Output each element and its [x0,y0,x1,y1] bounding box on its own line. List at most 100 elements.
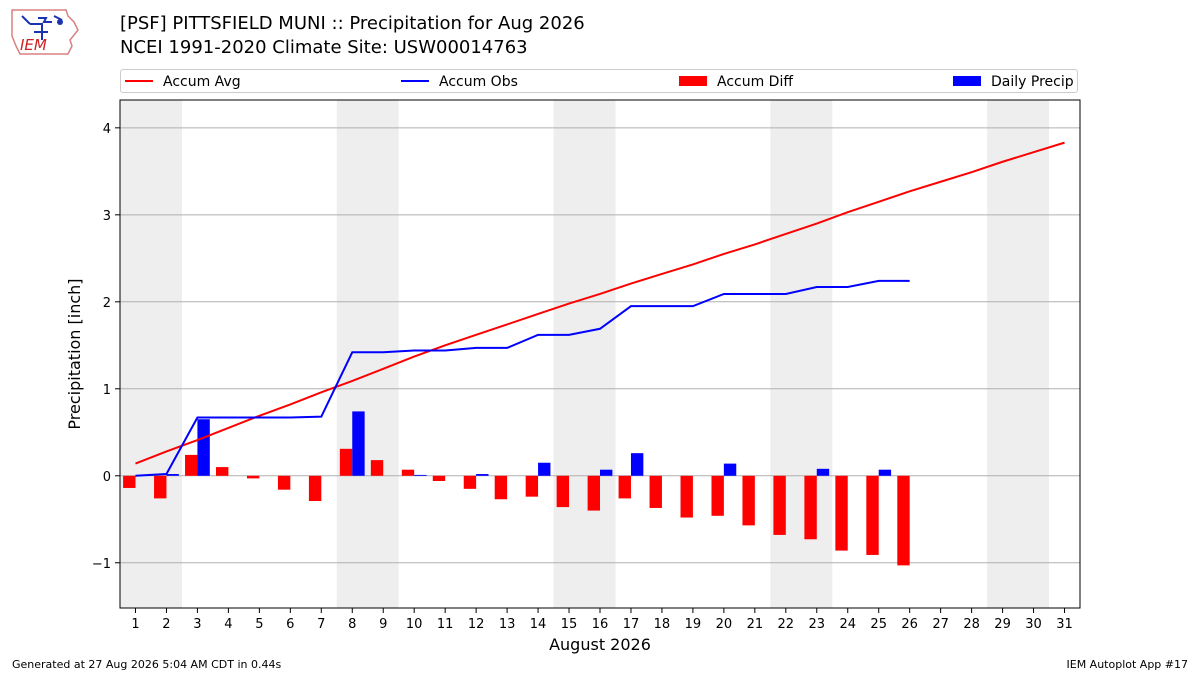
accum-avg-line [135,141,1065,465]
x-tick-label: 8 [348,617,356,632]
legend-patch-swatch [679,76,707,86]
daily-precip-bar [600,469,613,476]
accum-diff-bar [154,475,167,499]
daily-precip-bar [166,474,179,476]
y-tick-label: 3 [103,209,111,224]
lines [135,141,1065,477]
accum-diff-bar [185,454,198,476]
legend-entry-daily-precip: Daily Precip [953,74,1074,90]
accum-diff-bar [897,475,910,566]
legend-entry-accum-diff: Accum Diff [679,74,793,90]
x-tick-label: 13 [499,617,516,632]
x-tick-label: 2 [162,617,170,632]
chart-title: [PSF] PITTSFIELD MUNI :: Precipitation f… [120,13,585,34]
accum-diff-bar [804,475,817,540]
y-tick-label: 4 [103,122,111,137]
x-tick-label: 7 [317,617,325,632]
x-tick-label: 4 [224,617,232,632]
accum-diff-bar [618,475,631,499]
accum-diff-bar [649,475,662,508]
daily-precip-bar [816,468,830,476]
app-credit: IEM Autoplot App #17 [1066,658,1189,671]
accum-diff-bar [401,469,415,476]
x-tick-label: 14 [530,617,547,632]
y-tick-label: 0 [103,470,111,485]
legend-label: Accum Obs [439,74,518,90]
weekend-shading [120,100,1050,608]
bars [123,411,910,566]
y-tick-label: 1 [103,383,111,398]
legend-label: Accum Diff [717,74,794,90]
x-tick-label: 20 [716,617,733,632]
x-tick-label: 12 [468,617,485,632]
legend-label: Accum Avg [163,74,241,90]
accum-diff-bar [308,475,322,502]
x-tick-label: 19 [685,617,702,632]
daily-precip-bar [538,462,551,476]
legend-patch-swatch [953,76,981,86]
accum-diff-bar [866,475,879,555]
accum-diff-bar [432,475,446,481]
accum-diff-bar [525,475,539,497]
legend-label: Daily Precip [991,74,1074,90]
accum-obs-line [135,279,910,477]
x-tick-label: 6 [286,617,294,632]
daily-precip-bar [352,411,365,476]
legend-entry-accum-avg: Accum Avg [125,74,241,90]
weekend-shade-band [987,100,1050,608]
generated-timestamp: Generated at 27 Aug 2026 5:04 AM CDT in … [12,658,282,671]
y-tick-label: −1 [92,557,111,572]
x-tick-label: 25 [870,617,887,632]
accum-diff-bar [742,475,755,526]
daily-precip-bar [630,453,644,476]
logo-text: IEM [20,36,47,54]
x-tick-label: 27 [932,617,949,632]
x-tick-label: 15 [561,617,578,632]
y-tick-label: 2 [103,296,111,311]
x-tick-label: 10 [406,617,423,632]
x-tick-label: 21 [747,617,764,632]
x-tick-label: 11 [437,617,454,632]
legend-line-swatch [401,80,429,82]
accum-diff-bar [835,475,848,551]
satellite-icon [57,19,63,25]
daily-precip-bar [476,474,489,476]
accum-diff-bar [123,475,136,488]
daily-precip-bar [197,419,210,476]
daily-precip-bar [414,474,427,476]
accum-diff-bar [773,475,786,535]
accum-diff-bar [494,475,508,500]
accum-diff-bar [587,475,600,511]
accum-diff-bar [463,475,477,489]
accum-diff-bar [680,475,693,518]
x-axis-label: August 2026 [549,635,651,654]
weather-station-icon [21,15,63,40]
x-tick-label: 26 [901,617,918,632]
y-axis-label: Precipitation [inch] [65,278,84,429]
legend-line-swatch [125,80,153,82]
legend-entry-accum-obs: Accum Obs [401,74,518,90]
x-tick-label: 22 [778,617,795,632]
x-tick-label: 1 [131,617,139,632]
chart-legend: Accum Avg Accum Obs Accum Diff Daily Pre… [120,69,1078,93]
weekend-shade-band [553,100,616,608]
x-tick-label: 5 [255,617,263,632]
accum-diff-bar [246,475,260,479]
iem-logo: IEM [11,9,79,55]
accum-diff-bar [277,475,291,490]
x-tick-label: 18 [654,617,671,632]
x-tick-label: 3 [193,617,201,632]
accum-diff-bar [339,448,353,476]
x-tick-label: 9 [379,617,387,632]
daily-precip-bar [723,463,737,476]
x-tick-label: 29 [994,617,1011,632]
accum-diff-bar [216,467,229,476]
accum-diff-bar [711,475,724,516]
x-tick-label: 23 [809,617,826,632]
x-tick-label: 31 [1056,617,1073,632]
x-tick-label: 30 [1025,617,1042,632]
weekend-shade-band [120,100,182,608]
accum-diff-bar [556,475,570,508]
